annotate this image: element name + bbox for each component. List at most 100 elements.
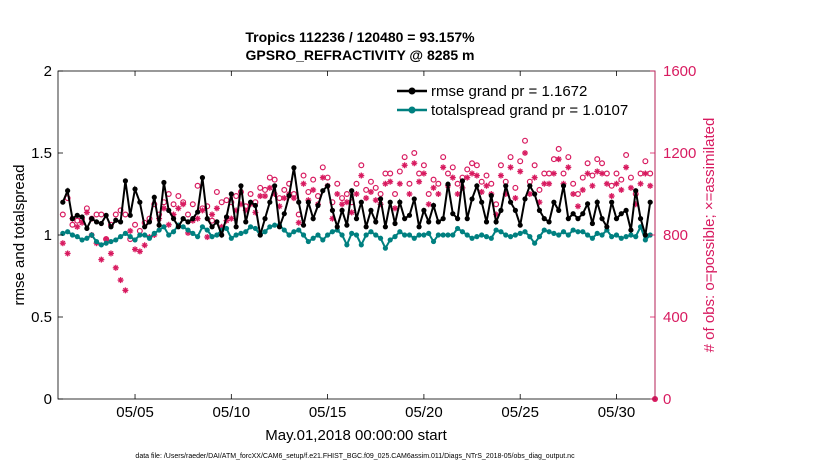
totalspread-point — [402, 232, 408, 238]
assimilated-obs-point — [411, 160, 418, 167]
assimilated-mark-stroke — [498, 172, 504, 179]
totalspread-point — [238, 230, 244, 236]
totalspread-point — [190, 230, 196, 236]
possible-obs-point — [310, 176, 317, 183]
possible-obs-point — [627, 174, 634, 181]
totalspread-point — [450, 232, 456, 238]
rmse-point — [546, 219, 552, 225]
totalspread-point — [517, 230, 523, 236]
rmse-point — [195, 209, 201, 215]
assimilated-mark-stroke — [353, 191, 360, 197]
assimilated-mark-stroke — [411, 160, 417, 166]
rmse-point — [435, 219, 441, 225]
rmse-point — [368, 207, 374, 213]
x-axis-label: May.01,2018 00:00:00 start — [265, 427, 447, 444]
assimilated-mark-stroke — [556, 156, 562, 162]
rmse-point — [185, 219, 191, 225]
assimilated-mark-stroke — [300, 181, 307, 187]
totalspread-point — [522, 229, 528, 235]
rmse-point — [170, 216, 177, 222]
assimilated-obs-point — [175, 205, 182, 212]
assimilated-mark-stroke — [257, 193, 263, 199]
assimilated-obs-point — [83, 209, 90, 216]
totalspread-point — [74, 234, 80, 240]
assimilated-obs-point — [74, 223, 81, 230]
totalspread-point — [132, 237, 138, 243]
rmse-point — [536, 207, 543, 213]
totalspread-point — [156, 227, 162, 233]
right-y-tick-label: 400 — [663, 309, 688, 326]
assimilated-mark-stroke — [118, 277, 124, 283]
totalspread-point — [406, 232, 413, 238]
possible-obs-point — [334, 180, 341, 187]
rmse-point — [156, 222, 162, 228]
totalspread-point — [79, 237, 85, 243]
totalspread-point — [305, 238, 311, 245]
possible-obs-point — [411, 150, 418, 157]
rmse-point — [618, 211, 624, 217]
assimilated-obs-point — [589, 182, 596, 189]
rmse-point — [459, 178, 466, 184]
assimilated-mark-stroke — [65, 250, 71, 257]
assimilated-mark-stroke — [527, 191, 533, 197]
assimilated-obs-point — [194, 215, 201, 222]
assimilated-mark-stroke — [397, 181, 403, 187]
rmse-point — [532, 191, 538, 197]
assimilated-mark-stroke — [512, 195, 518, 201]
possible-obs-point — [372, 184, 379, 191]
rmse-point — [339, 207, 345, 213]
assimilated-mark-stroke — [435, 191, 441, 197]
totalspread-point — [93, 238, 100, 245]
rmse-point — [541, 216, 547, 222]
assimilated-mark-stroke — [469, 170, 475, 177]
rmse-point — [377, 196, 384, 202]
assimilated-obs-point — [608, 193, 615, 200]
possible-obs-point — [223, 197, 230, 204]
possible-obs-point — [367, 178, 374, 185]
assimilated-obs-point — [387, 178, 394, 185]
left-axis-label: rmse and totalspread — [11, 165, 28, 306]
chart-title-line1: Tropics 112236 / 120480 = 93.157% — [245, 29, 475, 45]
totalspread-point — [440, 232, 446, 238]
assimilated-mark-stroke — [204, 234, 210, 240]
assimilated-mark-stroke — [426, 201, 432, 207]
totalspread-point — [146, 235, 153, 241]
x-tick-label: 05/05 — [116, 404, 154, 421]
x-axis-ticks: 05/05 05/10 05/15 05/20 05/25 05/30 — [116, 71, 635, 421]
assimilated-mark-stroke — [387, 179, 393, 185]
totalspread-point — [382, 245, 388, 251]
rmse-point — [637, 216, 644, 222]
right-y-tick-label: 1600 — [663, 63, 696, 80]
assimilated-mark-stroke — [575, 203, 581, 209]
possible-obs-point — [478, 178, 485, 185]
possible-obs-point — [488, 180, 495, 187]
rmse-point — [469, 196, 475, 202]
rmse-point — [575, 216, 581, 222]
totalspread-point — [363, 232, 369, 238]
rmse-point — [286, 193, 292, 199]
possible-obs-point — [401, 154, 408, 161]
assimilated-mark-stroke — [546, 181, 552, 187]
rmse-point — [108, 224, 114, 230]
assimilated-obs-point — [401, 162, 408, 169]
assimilated-mark-stroke — [613, 181, 620, 187]
assimilated-obs-point — [367, 188, 374, 195]
assimilated-obs-point — [522, 150, 529, 156]
totalspread-point — [642, 237, 648, 243]
possible-obs-point — [184, 211, 191, 218]
assimilated-obs-point — [647, 182, 654, 189]
assimilated-obs-point — [209, 211, 216, 218]
rmse-point — [320, 188, 326, 194]
rmse-point — [113, 217, 119, 223]
rmse-point — [556, 207, 562, 213]
assimilated-mark-stroke — [74, 224, 80, 230]
rmse-point — [479, 199, 485, 205]
assimilated-obs-point — [613, 180, 620, 187]
totalspread-point — [589, 235, 596, 241]
totalspread-point — [291, 229, 297, 235]
possible-obs-point — [281, 186, 288, 193]
rmse-point — [349, 188, 355, 194]
totalspread-point — [430, 238, 437, 245]
rmse-point — [488, 193, 494, 199]
